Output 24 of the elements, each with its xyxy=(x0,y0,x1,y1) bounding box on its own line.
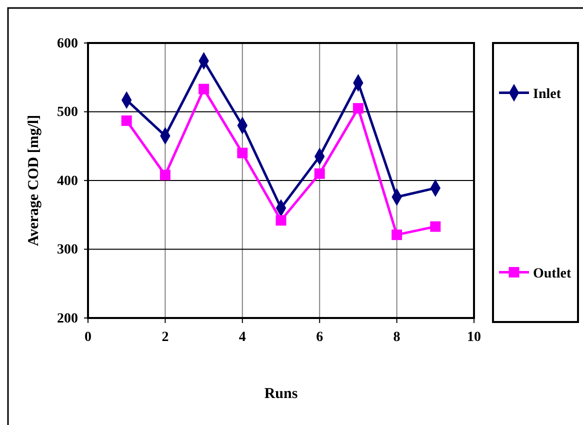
x-tick-label: 4 xyxy=(238,330,246,345)
legend-label: Outlet xyxy=(533,266,572,282)
y-tick-label: 200 xyxy=(57,311,78,326)
y-axis-title: Average COD [mg/l] xyxy=(26,114,42,246)
y-tick-label: 400 xyxy=(57,174,78,189)
x-tick-label: 2 xyxy=(162,330,169,345)
legend-label: Inlet xyxy=(533,86,562,102)
x-tick-label: 0 xyxy=(84,330,92,345)
point xyxy=(160,170,170,180)
x-tick-label: 10 xyxy=(467,330,481,345)
point xyxy=(352,103,364,114)
point xyxy=(430,221,441,232)
x-axis-title: Runs xyxy=(264,386,298,402)
point xyxy=(198,84,210,94)
point xyxy=(121,115,132,126)
y-tick-label: 600 xyxy=(57,36,78,52)
x-tick-label: 8 xyxy=(393,330,400,345)
y-tick-label: 500 xyxy=(57,105,78,120)
point xyxy=(237,148,248,158)
y-tick-label: 300 xyxy=(57,242,78,258)
point xyxy=(392,230,402,240)
point xyxy=(276,215,286,226)
x-tick-label: 6 xyxy=(316,330,324,345)
point xyxy=(314,168,325,179)
